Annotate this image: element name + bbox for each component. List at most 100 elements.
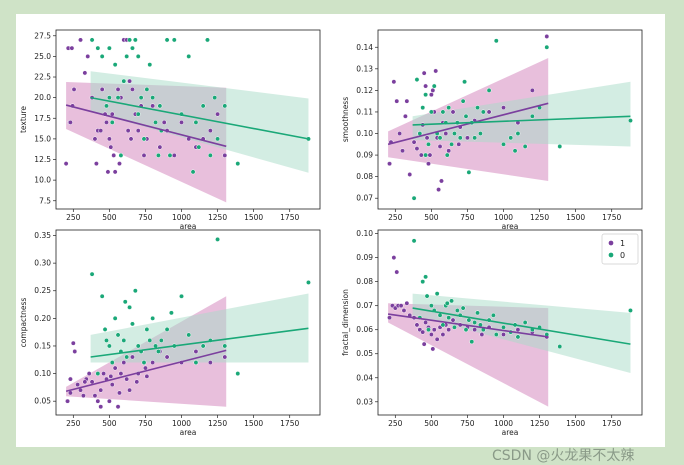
subplot-2: 250 500 750 1000 1250 1500 1750 0.07 0.08 0.09 0.1…: [341, 29, 643, 231]
y-tick-label: 0.35: [34, 231, 51, 240]
data-point-series-1: [157, 144, 163, 150]
data-point-series-0: [121, 78, 127, 84]
data-point-series-1: [124, 376, 130, 382]
y-axis-label: fractal_dimension: [341, 289, 350, 356]
data-point-series-1: [427, 152, 433, 158]
data-point-series-1: [407, 172, 413, 177]
data-point-series-1: [414, 322, 420, 328]
data-point-series-0: [130, 45, 135, 51]
data-point-series-0: [423, 152, 429, 158]
x-tick-label: 250: [388, 419, 403, 428]
data-point-series-0: [222, 103, 228, 109]
data-point-series-0: [440, 322, 446, 328]
y-tick-label: 20.0: [34, 93, 51, 102]
data-point-series-0: [147, 62, 153, 68]
data-point-series-0: [112, 62, 118, 68]
data-point-series-0: [122, 299, 128, 305]
legend: 10: [601, 233, 639, 265]
data-point-series-0: [115, 95, 121, 101]
data-point-series-0: [222, 343, 228, 349]
x-axis-label: area: [180, 428, 197, 437]
data-point-series-0: [477, 131, 483, 136]
data-point-series-1: [486, 109, 492, 115]
data-point-series-1: [118, 371, 124, 377]
data-point-series-0: [155, 152, 161, 158]
x-tick-label: 1500: [244, 419, 263, 428]
y-tick-label: 22.5: [34, 73, 51, 82]
data-point-series-0: [423, 92, 429, 98]
data-point-series-1: [472, 327, 478, 333]
data-point-series-1: [67, 376, 73, 382]
data-point-series-0: [490, 312, 496, 318]
data-point-series-0: [150, 315, 156, 321]
y-tick-label: 0.08: [356, 277, 373, 286]
x-tick-label: 1250: [208, 213, 227, 222]
y-tick-label: 0.13: [356, 64, 373, 73]
data-point-series-0: [628, 308, 633, 313]
data-point-series-1: [150, 103, 156, 109]
data-point-series-1: [127, 387, 133, 393]
data-point-series-1: [92, 393, 98, 399]
data-point-series-0: [127, 37, 133, 43]
data-point-series-0: [475, 310, 480, 316]
data-point-series-1: [544, 34, 550, 39]
x-tick-label: 1500: [566, 419, 585, 428]
y-tick-label: 0.30: [34, 259, 51, 268]
x-tick-label: 1000: [172, 213, 191, 222]
data-point-series-0: [153, 119, 158, 125]
x-tick-label: 1250: [530, 419, 549, 428]
data-point-series-1: [450, 317, 456, 323]
data-point-series-1: [108, 373, 114, 379]
data-point-series-0: [186, 332, 192, 338]
data-point-series-0: [135, 111, 141, 117]
data-point-series-1: [398, 303, 404, 309]
data-point-series-1: [128, 136, 134, 142]
data-point-series-1: [117, 161, 122, 167]
data-point-series-0: [200, 103, 206, 109]
data-point-series-1: [80, 393, 86, 399]
data-point-series-0: [431, 83, 437, 89]
data-point-series-0: [200, 343, 206, 349]
data-point-series-1: [434, 336, 440, 342]
data-point-series-1: [82, 70, 88, 76]
data-point-series-0: [449, 298, 455, 304]
data-point-series-0: [135, 53, 141, 59]
data-point-series-0: [544, 44, 550, 50]
data-point-series-1: [117, 390, 122, 396]
data-point-series-0: [444, 300, 450, 306]
data-point-series-0: [207, 152, 213, 158]
data-point-series-1: [421, 70, 427, 76]
data-point-series-1: [75, 382, 81, 388]
data-point-series-0: [235, 161, 241, 167]
data-point-series-0: [138, 95, 144, 101]
data-point-series-1: [423, 320, 429, 325]
data-point-series-0: [164, 326, 170, 332]
confidence-band-series-0: [90, 293, 309, 363]
x-tick-label: 750: [138, 419, 153, 428]
y-tick-label: 17.5: [34, 114, 51, 123]
data-point-series-0: [141, 360, 147, 365]
data-point-series-0: [437, 312, 443, 318]
y-tick-label: 0.20: [34, 314, 51, 323]
x-tick-label: 500: [102, 419, 117, 428]
x-axis-label: area: [502, 428, 519, 437]
y-tick-label: 25.0: [34, 52, 51, 61]
legend-marker-1: [608, 240, 614, 246]
data-point-series-1: [127, 78, 133, 84]
data-point-series-1: [70, 340, 76, 346]
data-point-series-0: [463, 113, 469, 119]
data-point-series-0: [493, 332, 499, 337]
data-point-series-0: [141, 136, 147, 142]
x-tick-label: 500: [424, 213, 439, 222]
y-tick-label: 7.5: [39, 196, 51, 205]
x-axis-label: area: [180, 222, 197, 231]
data-point-series-1: [394, 98, 400, 104]
data-point-series-1: [387, 161, 392, 167]
data-point-series-0: [475, 105, 480, 111]
data-point-series-0: [190, 169, 196, 175]
data-point-series-1: [397, 131, 403, 136]
data-point-series-1: [207, 128, 213, 134]
y-tick-label: 0.10: [34, 369, 51, 378]
data-point-series-0: [480, 109, 486, 115]
x-tick-label: 500: [424, 419, 439, 428]
